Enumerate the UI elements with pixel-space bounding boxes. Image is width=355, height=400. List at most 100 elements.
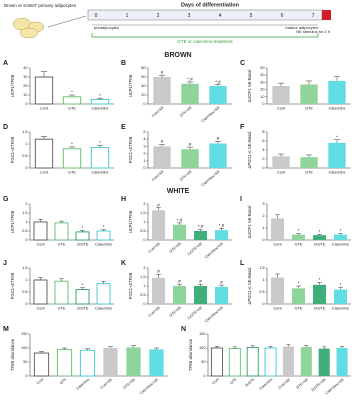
- y-tick-label: 0: [25, 302, 27, 306]
- cell-icon: [19, 27, 39, 39]
- x-tick-label: 2xGTE+NE: [187, 241, 204, 256]
- y-tick-label: 0: [25, 102, 27, 106]
- y-tick-label: 8: [262, 130, 264, 134]
- bar: [33, 352, 50, 377]
- y-tick-label: 3: [262, 202, 264, 206]
- y-tick-label: 40: [141, 84, 145, 88]
- bar: [96, 230, 111, 241]
- bar: [153, 146, 171, 168]
- bar: [126, 347, 141, 376]
- panel-letter: G: [3, 196, 9, 203]
- bar: [90, 147, 110, 169]
- y-axis-label: ΔUCP1 NE-Basal: [247, 70, 252, 103]
- y-tick-label: 4: [262, 148, 264, 152]
- bar: [193, 231, 208, 240]
- significance-mark: *,#: [187, 77, 193, 82]
- x-tick-label: 2xGTE: [314, 307, 326, 311]
- day-label: 2: [157, 13, 160, 19]
- y-tick-label: 0.5: [259, 290, 264, 294]
- significance-mark: #: [157, 269, 160, 274]
- y-axis-label: ΔPGC1-α NE-Basal: [247, 268, 252, 305]
- y-tick-label: 0.5: [140, 229, 145, 233]
- y-tick-label: 60: [141, 75, 145, 79]
- bar: [333, 289, 348, 304]
- day-label: 7: [312, 13, 315, 19]
- panel-letter: H: [121, 196, 126, 203]
- panel-letter: L: [240, 260, 245, 267]
- x-tick-label: GTE: [295, 243, 303, 247]
- bar: [300, 84, 318, 104]
- x-tick-label: Catechins: [75, 377, 90, 390]
- y-tick-label: 1.5: [140, 275, 145, 279]
- x-tick-label: GTE: [68, 107, 76, 111]
- y-tick-label: 6: [262, 139, 264, 143]
- panel-letter: B: [121, 60, 126, 67]
- significance-mark: *,#: [219, 223, 225, 228]
- panel-letter: K: [121, 260, 126, 267]
- x-tick-label: GTE+NE: [179, 105, 193, 118]
- day-label: 3: [188, 13, 191, 19]
- bar: [272, 86, 290, 104]
- x-tick-label: Catechins+NE: [204, 305, 225, 323]
- timeline-title: Days of differentiation: [181, 2, 240, 8]
- bar: [153, 77, 171, 104]
- arrow: [47, 15, 87, 28]
- y-tick-label: 3: [143, 144, 145, 148]
- y-tick-label: 0: [143, 302, 145, 306]
- significance-mark: #: [161, 70, 164, 75]
- significance-mark: *: [298, 281, 300, 286]
- x-tick-label: Catechins: [92, 171, 109, 175]
- x-tick-label: Cont: [273, 307, 282, 311]
- section-header: WHITE: [167, 188, 190, 195]
- x-tick-label: GTE: [305, 171, 313, 175]
- bar: [270, 218, 285, 240]
- x-tick-label: Catechins+NE: [139, 377, 160, 395]
- y-tick-label: 10: [260, 95, 264, 99]
- x-tick-label: Cont+NE: [147, 305, 161, 318]
- panel-letter: J: [3, 260, 7, 267]
- panel-letter: I: [240, 196, 242, 203]
- significance-mark: *,#: [215, 79, 221, 84]
- timeline: [87, 9, 323, 21]
- bar: [209, 86, 227, 104]
- significance-mark: #: [217, 136, 220, 141]
- cells-label: Brown or scWAT primary adipocytes: [4, 3, 77, 8]
- y-tick-label: 1.5: [22, 130, 27, 134]
- y-tick-label: 80: [141, 66, 145, 70]
- y-tick-label: 0: [262, 302, 264, 306]
- bar: [75, 289, 90, 305]
- y-tick-label: 2: [143, 266, 145, 270]
- y-tick-label: 2: [143, 202, 145, 206]
- y-tick-label: 0: [143, 238, 145, 242]
- bar: [33, 221, 48, 241]
- panel: I ΔUCP1 NE-Basal 0 1 2 3 Cont * GTE * 2xGTE * Catech…: [240, 196, 351, 247]
- y-axis-label: PGC1-α/TFIIB: [10, 272, 15, 299]
- x-tick-label: Cont+NE: [151, 169, 165, 182]
- bar: [272, 156, 290, 168]
- bar: [90, 99, 110, 105]
- significance-mark: #: [199, 279, 202, 284]
- x-tick-label: GTE+NE: [295, 377, 309, 390]
- y-tick-label: 0: [262, 102, 264, 106]
- significance-mark: #: [220, 280, 223, 285]
- significance-mark: *: [82, 225, 84, 230]
- significance-mark: *: [319, 229, 321, 234]
- x-tick-label: 2xGTE+NE: [310, 377, 327, 392]
- y-axis-label: TFIIB abundance: [10, 338, 15, 371]
- y-tick-label: 50: [260, 66, 264, 70]
- x-tick-label: Catechins+NE: [204, 241, 225, 259]
- y-tick-label: 1: [25, 220, 27, 224]
- y-tick-label: 0: [262, 238, 264, 242]
- x-tick-label: GTE: [68, 171, 76, 175]
- y-tick-label: 0: [262, 166, 264, 170]
- significance-mark: *: [340, 228, 342, 233]
- y-tick-label: 1.5: [259, 266, 264, 270]
- y-tick-label: 50: [201, 360, 205, 364]
- panel-letter: E: [121, 124, 126, 131]
- x-tick-label: GTE: [59, 377, 68, 385]
